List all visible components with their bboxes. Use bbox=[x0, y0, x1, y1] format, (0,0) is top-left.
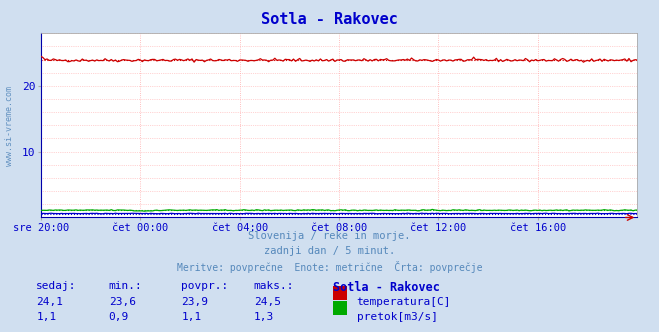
Text: 24,5: 24,5 bbox=[254, 297, 281, 307]
Text: temperatura[C]: temperatura[C] bbox=[357, 297, 451, 307]
Text: pretok[m3/s]: pretok[m3/s] bbox=[357, 312, 438, 322]
Text: 1,1: 1,1 bbox=[181, 312, 202, 322]
Text: min.:: min.: bbox=[109, 281, 142, 290]
Text: 23,9: 23,9 bbox=[181, 297, 208, 307]
Text: zadnji dan / 5 minut.: zadnji dan / 5 minut. bbox=[264, 246, 395, 256]
Text: 23,6: 23,6 bbox=[109, 297, 136, 307]
Text: www.si-vreme.com: www.si-vreme.com bbox=[5, 86, 14, 166]
Text: Meritve: povprečne  Enote: metrične  Črta: povprečje: Meritve: povprečne Enote: metrične Črta:… bbox=[177, 261, 482, 273]
Text: Slovenija / reke in morje.: Slovenija / reke in morje. bbox=[248, 231, 411, 241]
Text: sedaj:: sedaj: bbox=[36, 281, 76, 290]
Text: 1,3: 1,3 bbox=[254, 312, 274, 322]
Text: povpr.:: povpr.: bbox=[181, 281, 229, 290]
Text: Sotla - Rakovec: Sotla - Rakovec bbox=[333, 281, 440, 293]
Text: Sotla - Rakovec: Sotla - Rakovec bbox=[261, 12, 398, 27]
Text: 24,1: 24,1 bbox=[36, 297, 63, 307]
Text: maks.:: maks.: bbox=[254, 281, 294, 290]
Text: 1,1: 1,1 bbox=[36, 312, 57, 322]
Text: 0,9: 0,9 bbox=[109, 312, 129, 322]
